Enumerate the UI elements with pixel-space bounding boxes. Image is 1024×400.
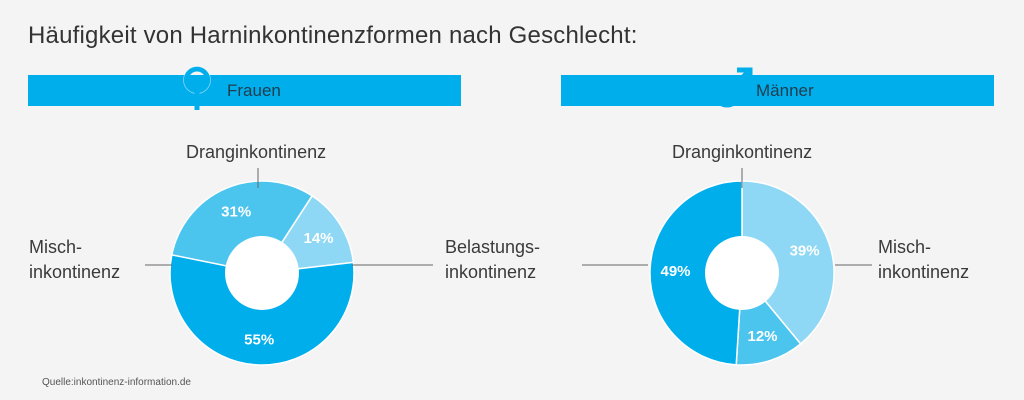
label-frauen-drang: Dranginkontinenz <box>186 142 327 162</box>
banner-label-maenner: Männer <box>756 81 814 100</box>
slice-label-frauen-1: 55% <box>244 331 274 348</box>
label-frauen-misch-2: inkontinenz <box>29 262 121 282</box>
donut-slice-maenner-0 <box>741 180 835 345</box>
label-frauen-misch-1: Misch- <box>29 237 82 257</box>
label-maenner-misch-1: Misch- <box>878 237 931 257</box>
slice-label-maenner-1: 12% <box>747 328 777 345</box>
male-symbol-icon <box>712 67 753 108</box>
donut-slice-maenner-2 <box>649 180 743 366</box>
chart-title: Häufigkeit von Harninkontinenzformen nac… <box>28 22 638 49</box>
donut-slice-frauen-2 <box>170 180 314 274</box>
source-note: Quelle:inkontinenz-information.de <box>42 377 191 388</box>
label-frauen-belastung-2: inkontinenz <box>445 262 537 282</box>
slice-label-maenner-0: 39% <box>790 243 820 260</box>
label-maenner-drang: Dranginkontinenz <box>672 142 813 162</box>
banner-frauen: Frauen <box>28 75 461 106</box>
banner-label-frauen: Frauen <box>227 81 281 100</box>
female-symbol-icon <box>183 66 211 110</box>
label-frauen-belastung-1: Belastungs- <box>445 237 541 257</box>
slice-label-frauen-0: 14% <box>303 230 333 247</box>
label-maenner-misch-2: inkontinenz <box>878 262 970 282</box>
slice-label-maenner-2: 49% <box>660 263 690 280</box>
donut-hole-frauen <box>225 236 299 310</box>
slice-label-frauen-2: 31% <box>221 204 251 221</box>
banner-maenner: Männer <box>561 75 994 106</box>
donut-hole-maenner <box>705 236 779 310</box>
